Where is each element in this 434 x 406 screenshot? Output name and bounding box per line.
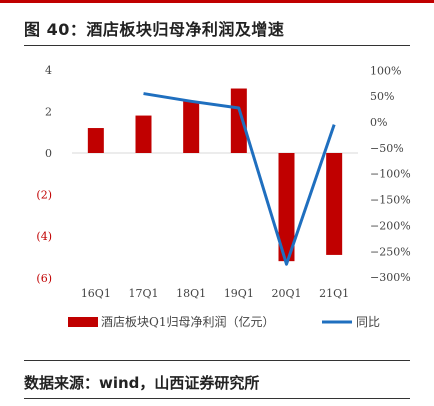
- figure-title: 图 40：酒店板块归母净利润及增速: [24, 20, 285, 39]
- bar-21Q1: [326, 153, 343, 255]
- bar-20Q1: [278, 153, 295, 262]
- title-underline: [24, 45, 410, 46]
- legend-label-bar: 酒店板块Q1归母净利润（亿元）: [101, 314, 274, 329]
- bar-16Q1: [87, 128, 104, 153]
- category-label: 18Q1: [176, 287, 206, 300]
- right-axis-tick-label: −150%: [370, 194, 411, 207]
- source-topline: [24, 360, 410, 361]
- right-axis-tick-label: 0%: [370, 116, 387, 129]
- top-accent-rule: [0, 0, 434, 3]
- right-axis-tick-label: 50%: [370, 90, 394, 103]
- bar-18Q1: [183, 101, 200, 153]
- left-axis-tick-label: (2): [36, 189, 52, 202]
- left-axis-tick-label: 2: [45, 105, 52, 118]
- category-label: 20Q1: [271, 287, 301, 300]
- source-bottomline: [24, 398, 410, 399]
- right-axis-tick-label: −200%: [370, 219, 411, 232]
- legend-swatch-bar: [68, 317, 98, 327]
- bar-19Q1: [230, 88, 247, 153]
- category-label: 19Q1: [224, 287, 254, 300]
- legend-label-line: 同比: [356, 315, 380, 329]
- right-axis-tick-label: −250%: [370, 245, 411, 258]
- left-axis-tick-label: (6): [36, 272, 52, 285]
- yoy-growth-line: [143, 92, 336, 266]
- category-label: 17Q1: [128, 287, 158, 300]
- category-label: 21Q1: [319, 287, 349, 300]
- right-axis-tick-label: −50%: [370, 142, 404, 155]
- left-axis-tick-label: 0: [45, 147, 52, 160]
- data-source: 数据来源：wind，山西证券研究所: [24, 374, 260, 392]
- left-axis-tick-label: 4: [45, 64, 52, 77]
- right-axis-tick-label: −100%: [370, 168, 411, 181]
- right-axis-tick-label: 100%: [370, 64, 401, 77]
- category-label: 16Q1: [81, 287, 111, 300]
- left-axis-tick-label: (4): [36, 230, 52, 243]
- bar-17Q1: [135, 115, 152, 153]
- chart-area: 4 2 0 (2) (4) (6) 100% 50% 0% −50% −100% −150% −200%…: [36, 64, 411, 329]
- right-axis-tick-label: −300%: [370, 271, 411, 284]
